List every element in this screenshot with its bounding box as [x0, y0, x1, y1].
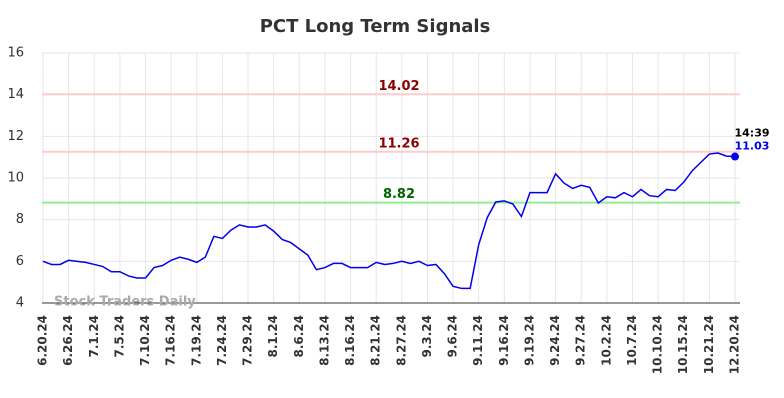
last-time: 14:39 [734, 127, 769, 140]
last-point [731, 152, 739, 161]
reference-label: 14.02 [378, 79, 419, 94]
y-tick-label: 10 [7, 171, 24, 186]
reference-label: 8.82 [383, 187, 415, 202]
watermark: Stock Traders Daily [54, 295, 196, 310]
y-tick-label: 4 [16, 296, 24, 311]
x-tick-label: 8.16.24 [343, 315, 357, 366]
x-tick-label: 10.21.24 [702, 315, 716, 374]
x-tick-label: 7.1.24 [87, 315, 101, 358]
x-tick-label: 6.20.24 [36, 315, 50, 366]
x-tick-label: 7.10.24 [138, 315, 152, 366]
x-tick-label: 9.3.24 [420, 315, 434, 358]
x-tick-label: 9.27.24 [574, 315, 588, 366]
x-tick-label: 7.5.24 [112, 315, 126, 358]
x-tick-label: 10.7.24 [625, 315, 639, 366]
x-tick-label: 10.10.24 [651, 315, 665, 374]
y-tick-label: 16 [7, 46, 24, 61]
x-tick-label: 8.6.24 [292, 315, 306, 358]
x-tick-label: 8.27.24 [394, 315, 408, 366]
x-tick-label: 9.24.24 [548, 315, 562, 366]
x-tick-label: 8.1.24 [266, 315, 280, 358]
x-tick-label: 8.21.24 [369, 315, 383, 366]
x-tick-label: 7.16.24 [164, 315, 178, 366]
chart-title: PCT Long Term Signals [260, 16, 491, 37]
x-tick-label: 9.16.24 [497, 315, 511, 366]
y-tick-label: 12 [7, 129, 24, 144]
x-tick-label: 6.26.24 [61, 315, 75, 366]
reference-label: 11.26 [378, 136, 419, 151]
y-tick-label: 8 [16, 212, 24, 227]
x-tick-label: 9.11.24 [471, 315, 485, 366]
x-tick-label: 9.6.24 [446, 315, 460, 358]
x-tick-label: 7.29.24 [241, 315, 255, 366]
x-tick-label: 12.20.24 [728, 315, 742, 374]
x-tick-label: 7.24.24 [215, 315, 229, 366]
series-line [42, 152, 736, 290]
x-tick-label: 8.13.24 [317, 315, 331, 366]
y-tick-label: 6 [16, 254, 24, 269]
x-tick-label: 7.19.24 [189, 315, 203, 366]
last-value: 11.03 [735, 140, 770, 153]
x-tick-label: 10.2.24 [599, 315, 613, 366]
y-tick-label: 14 [7, 87, 24, 102]
x-tick-label: 9.19.24 [522, 315, 536, 366]
x-tick-label: 10.15.24 [676, 315, 690, 374]
